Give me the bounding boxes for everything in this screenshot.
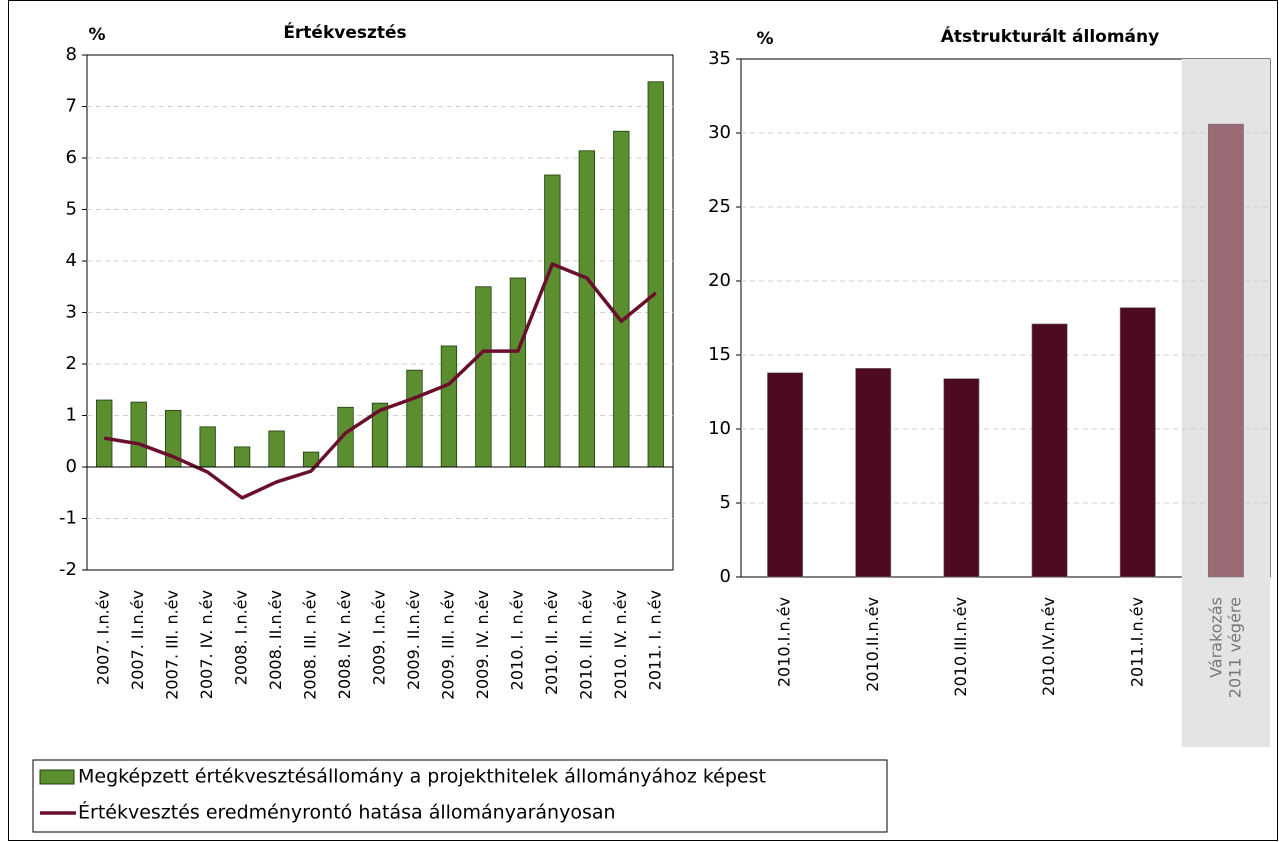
x-tick-label: 2008. I.n.év (232, 590, 251, 685)
bar (855, 368, 892, 578)
bar (130, 401, 147, 468)
x-tick-label: 2007. I.n.év (94, 590, 113, 685)
y-tick-label: 5 (720, 492, 731, 513)
x-tick-label: 2010.II.n.év (863, 597, 882, 692)
x-tick-label: 2008. IV. n.év (335, 590, 354, 699)
y-tick-label: 30 (708, 122, 731, 143)
bar (233, 446, 251, 468)
x-tick-label: 2009. II.n.év (404, 590, 423, 690)
x-tick-label: 2011. I. n.év (645, 590, 664, 690)
chart-title: Átstrukturált állomány (941, 25, 1159, 47)
legend-box (32, 759, 888, 833)
y-tick-label: 0 (66, 456, 77, 477)
bar (475, 286, 492, 468)
bar (96, 399, 113, 468)
y-tick-label: 25 (708, 196, 731, 217)
x-tick-label: 2007. III. n.év (163, 590, 182, 700)
chart-title: Értékvesztés (283, 21, 406, 43)
bar (1207, 123, 1244, 578)
x-tick-label: 2007. II.n.év (128, 590, 147, 690)
y-tick-label: -1 (59, 508, 77, 529)
y-tick-label: 5 (66, 199, 77, 220)
legend-swatch (39, 769, 75, 785)
y-tick-label: 3 (66, 302, 77, 323)
y-tick-label: 35 (708, 48, 731, 69)
x-tick-label: 2010. IV. n.év (611, 590, 630, 699)
bar (1119, 307, 1156, 578)
x-tick-label: 2010.III.n.év (951, 597, 970, 697)
x-tick-label: 2009. III. n.év (438, 590, 457, 700)
bar (544, 174, 561, 468)
x-tick-label: 2010. II. n.év (542, 590, 561, 695)
x-tick-label: 2011.I.n.év (1127, 597, 1146, 687)
y-tick-label: 8 (66, 44, 77, 65)
legend-label: Megképzett értékvesztésállomány a projek… (78, 766, 766, 788)
x-tick-label: 2009. I.n.év (370, 590, 389, 685)
x-tick-label: 2010.IV.n.év (1039, 597, 1058, 696)
y-tick-label: 20 (708, 270, 731, 291)
y-tick-label: 4 (66, 250, 77, 271)
x-tick-label: 2007. IV. n.év (197, 590, 216, 699)
bar (943, 378, 980, 578)
bar (440, 345, 458, 468)
legend-label: Értékvesztés eredményrontó hatása állomá… (78, 801, 616, 824)
bar (199, 426, 216, 468)
y-tick-label: 15 (708, 344, 731, 365)
y-tick-label: 2 (66, 353, 77, 374)
x-tick-label: 2008. II.n.év (266, 590, 285, 690)
bar (647, 81, 664, 468)
x-tick-label: 2010. III. n.év (576, 590, 595, 700)
y-tick-label: 10 (708, 418, 731, 439)
y-tick-label: -2 (59, 559, 77, 580)
y-axis-label: % (88, 25, 105, 45)
bar (578, 150, 595, 468)
bar (268, 430, 285, 468)
bar (1031, 323, 1068, 578)
x-tick-label: 2009. IV. n.év (473, 590, 492, 699)
bar (406, 369, 423, 468)
frame (8, 0, 1278, 841)
y-axis-label: % (756, 29, 773, 49)
x-tick-label: Várakozás2011 végére (1206, 597, 1244, 698)
x-tick-label: 2010. I. n.év (507, 590, 526, 690)
y-tick-label: 1 (66, 405, 77, 426)
y-tick-label: 0 (720, 566, 731, 587)
bar (767, 372, 804, 578)
bar (613, 130, 630, 468)
y-tick-label: 7 (66, 96, 77, 117)
x-tick-label: 2010.I.n.év (775, 597, 794, 687)
y-tick-label: 6 (66, 147, 77, 168)
x-tick-label: 2008. III. n.év (301, 590, 320, 700)
bar (509, 277, 527, 468)
